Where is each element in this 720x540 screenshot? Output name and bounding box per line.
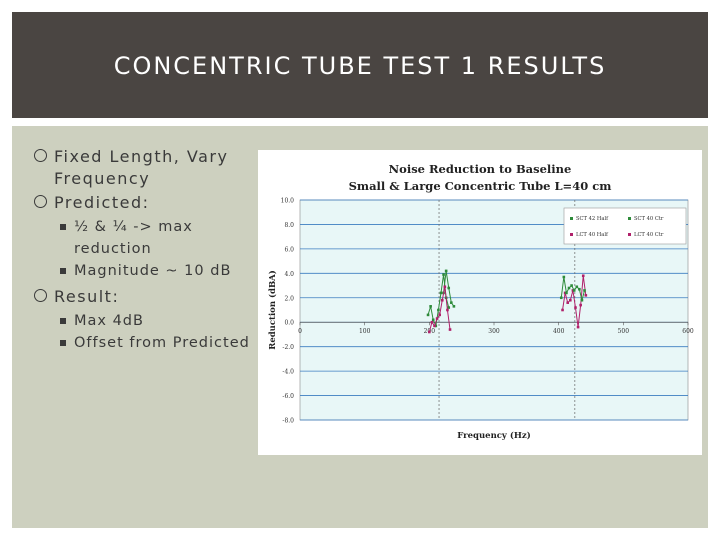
x-tick-label: 500 bbox=[618, 328, 630, 335]
data-point bbox=[439, 291, 443, 295]
y-tick-label: 4.0 bbox=[284, 271, 294, 278]
data-point bbox=[578, 287, 581, 291]
legend-label: SCT 40 Ctr bbox=[634, 216, 664, 222]
y-tick-label: -6.0 bbox=[282, 393, 294, 400]
title-bar: CONCENTRIC TUBE TEST 1 RESULTS bbox=[12, 12, 708, 118]
legend-box bbox=[563, 207, 687, 245]
data-point bbox=[569, 298, 572, 302]
legend-label: LCT 40 Half bbox=[576, 232, 609, 238]
series-line bbox=[562, 275, 587, 328]
sub-bullet-item: Max 4dB bbox=[34, 310, 264, 332]
bullet-text: Max 4dB bbox=[74, 313, 144, 329]
data-point bbox=[567, 286, 571, 290]
data-point bbox=[428, 330, 431, 334]
y-axis-label: Reduction (dBA) bbox=[267, 270, 278, 350]
data-point bbox=[440, 298, 444, 302]
x-tick-label: 100 bbox=[359, 328, 371, 335]
chart: Noise Reduction to Baseline Small & Larg… bbox=[258, 150, 702, 455]
data-point bbox=[429, 305, 432, 308]
data-point bbox=[437, 308, 440, 312]
y-tick-label: 8.0 bbox=[284, 222, 294, 229]
data-point bbox=[426, 313, 430, 317]
bullet-text: Fixed Length, Vary Frequency bbox=[54, 147, 229, 188]
x-axis-label: Frequency (Hz) bbox=[457, 430, 530, 441]
data-point bbox=[583, 289, 586, 292]
data-point bbox=[438, 313, 441, 317]
data-point bbox=[452, 305, 456, 308]
chart-title: Noise Reduction to Baseline bbox=[388, 162, 572, 176]
data-point bbox=[572, 289, 576, 292]
y-tick-label: 0.0 bbox=[284, 320, 294, 327]
data-point bbox=[581, 274, 585, 278]
chart-svg: 10.08.06.04.02.00.0-2.0-4.0-6.0-8.001002… bbox=[267, 198, 694, 442]
series-line bbox=[560, 276, 586, 301]
x-tick-label: 600 bbox=[682, 328, 694, 335]
data-point bbox=[443, 285, 447, 289]
bullet-item: Fixed Length, Vary Frequency bbox=[34, 146, 264, 190]
data-point bbox=[447, 306, 451, 309]
y-tick-label: 10.0 bbox=[281, 198, 295, 205]
square-bullet-icon bbox=[60, 340, 66, 346]
data-point bbox=[575, 285, 579, 289]
chart-subtitle: Small & Large Concentric Tube L=40 cm bbox=[348, 179, 612, 193]
bullet-text: Predicted: bbox=[54, 193, 150, 212]
square-bullet-icon bbox=[60, 224, 66, 230]
legend-marker bbox=[628, 217, 631, 220]
data-point bbox=[430, 320, 434, 324]
bullet-text: ½ & ¼ -> max reduction bbox=[74, 219, 193, 257]
data-point bbox=[579, 303, 582, 307]
sub-bullet-item: Offset from Predicted bbox=[34, 332, 264, 354]
bullet-text: Offset from Predicted bbox=[74, 335, 250, 351]
data-point bbox=[584, 294, 588, 297]
data-point bbox=[562, 275, 566, 279]
x-tick-label: 400 bbox=[553, 328, 565, 335]
y-tick-label: 6.0 bbox=[284, 246, 294, 253]
circle-bullet-icon bbox=[34, 289, 47, 302]
y-tick-label: -2.0 bbox=[282, 344, 294, 351]
x-tick-label: 0 bbox=[298, 328, 302, 335]
legend-marker bbox=[570, 217, 573, 220]
legend-label: SCT 42 Half bbox=[576, 216, 609, 222]
data-point bbox=[576, 325, 580, 329]
data-point bbox=[559, 296, 563, 300]
data-point bbox=[435, 317, 439, 320]
bullet-item: Predicted: bbox=[34, 192, 264, 214]
circle-bullet-icon bbox=[34, 195, 47, 208]
sub-bullet-item: ½ & ¼ -> max reduction bbox=[34, 216, 264, 260]
data-point bbox=[433, 324, 436, 328]
data-point bbox=[570, 284, 573, 287]
data-point bbox=[442, 273, 445, 276]
legend-label: LCT 40 Ctr bbox=[634, 232, 664, 238]
square-bullet-icon bbox=[60, 268, 66, 274]
data-point bbox=[574, 306, 577, 309]
bullet-text: Result: bbox=[54, 287, 120, 306]
bullet-text: Magnitude ~ 10 dB bbox=[74, 263, 232, 279]
data-point bbox=[447, 286, 451, 290]
data-point bbox=[580, 298, 584, 302]
y-tick-label: 2.0 bbox=[284, 295, 294, 302]
legend-marker bbox=[628, 233, 631, 236]
data-point bbox=[446, 308, 449, 312]
slide-title: CONCENTRIC TUBE TEST 1 RESULTS bbox=[113, 52, 607, 80]
circle-bullet-icon bbox=[34, 149, 47, 162]
x-tick-label: 300 bbox=[488, 328, 500, 335]
y-tick-label: -8.0 bbox=[282, 418, 294, 425]
y-tick-label: -4.0 bbox=[282, 369, 294, 376]
data-point bbox=[450, 301, 453, 304]
square-bullet-icon bbox=[60, 318, 66, 324]
legend-marker bbox=[570, 233, 573, 236]
data-point bbox=[565, 291, 568, 295]
data-point bbox=[561, 308, 564, 312]
data-point bbox=[566, 301, 570, 304]
bullet-item: Result: bbox=[34, 286, 264, 308]
data-point bbox=[431, 318, 435, 322]
bullet-list: Fixed Length, Vary Frequency Predicted: … bbox=[34, 146, 264, 354]
data-point bbox=[444, 269, 448, 273]
data-point bbox=[448, 328, 452, 331]
sub-bullet-item: Magnitude ~ 10 dB bbox=[34, 260, 264, 282]
